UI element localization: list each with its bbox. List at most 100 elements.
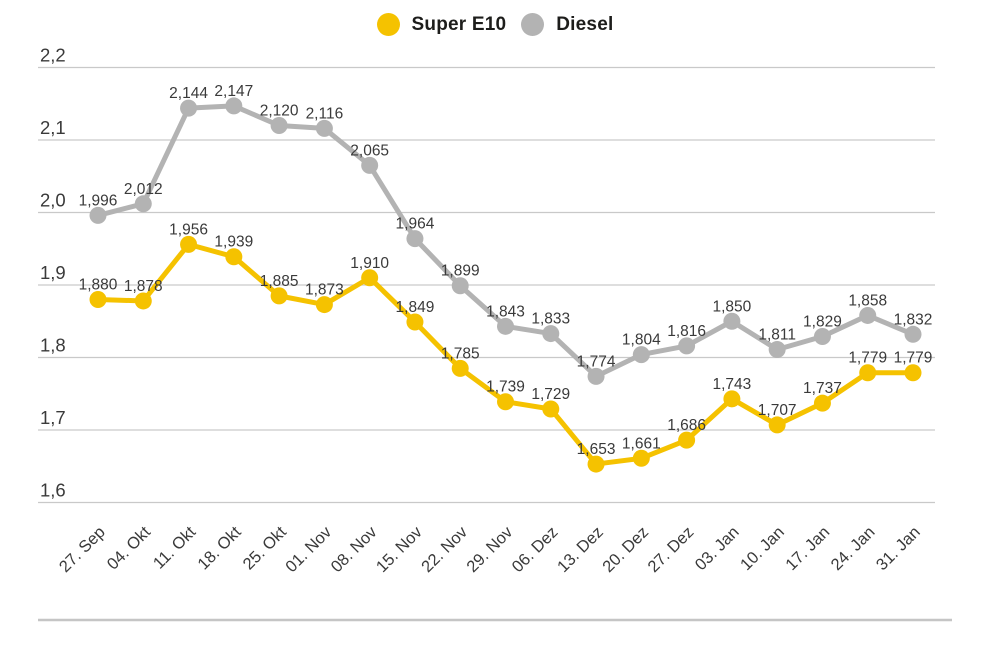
super-e10-data-label: 1,885 <box>260 273 299 290</box>
diesel-data-point[interactable] <box>451 277 469 295</box>
super-e10-data-point[interactable] <box>587 455 605 473</box>
super-e10-data-point[interactable] <box>542 400 560 418</box>
super-e10-data-label: 1,707 <box>758 402 797 419</box>
y-axis-tick-label: 1,9 <box>40 262 66 283</box>
x-axis-tick-label: 31. Jan <box>873 523 924 574</box>
diesel-data-point[interactable] <box>587 367 605 385</box>
diesel-data-label: 1,899 <box>441 263 480 280</box>
super-e10-data-point[interactable] <box>859 364 877 382</box>
super-e10-data-point[interactable] <box>723 390 741 408</box>
diesel-data-point[interactable] <box>497 317 514 335</box>
legend-item-super-e10[interactable]: Super E10 <box>376 13 507 36</box>
super-e10-data-point[interactable] <box>315 296 333 314</box>
diesel-data-point[interactable] <box>89 206 107 224</box>
diesel-data-point[interactable] <box>270 117 288 134</box>
diesel-data-label: 2,012 <box>124 181 163 198</box>
super-e10-data-label: 1,910 <box>350 255 389 272</box>
super-e10-data-point[interactable] <box>134 292 152 310</box>
diesel-data-point[interactable] <box>859 306 877 324</box>
x-axis-tick-label: 29. Nov <box>463 523 516 576</box>
super-e10-data-label: 1,779 <box>894 350 933 367</box>
diesel-data-label: 1,996 <box>79 192 118 209</box>
super-e10-data-point[interactable] <box>632 449 650 467</box>
super-e10-data-point[interactable] <box>768 416 786 434</box>
diesel-data-point[interactable] <box>813 327 831 345</box>
x-axis-tick-label: 27. Dez <box>644 523 697 576</box>
diesel-data-label: 1,804 <box>622 332 661 349</box>
y-axis-tick-label: 1,6 <box>40 480 66 501</box>
x-axis-tick-label: 15. Nov <box>373 523 426 576</box>
super-e10-data-label: 1,661 <box>622 435 661 452</box>
diesel-data-label: 1,816 <box>667 323 706 340</box>
diesel-data-label: 1,811 <box>758 327 796 344</box>
diesel-data-point[interactable] <box>134 195 152 213</box>
diesel-data-label: 1,832 <box>894 311 933 328</box>
diesel-data-label: 1,850 <box>712 298 751 315</box>
x-axis-tick-label: 25. Okt <box>240 523 291 574</box>
super-e10-data-point[interactable] <box>89 291 107 308</box>
diesel-data-point[interactable] <box>315 119 333 137</box>
x-axis-tick-label: 18. Okt <box>194 523 245 574</box>
x-axis-tick-label: 20. Dez <box>599 523 652 576</box>
x-axis-tick-label: 06. Dez <box>509 523 562 576</box>
super-e10-data-point[interactable] <box>451 359 469 377</box>
x-axis-tick-label: 04. Okt <box>104 523 155 574</box>
diesel-data-point[interactable] <box>768 341 786 359</box>
super-e10-data-label: 1,956 <box>169 221 208 238</box>
diesel-data-point[interactable] <box>904 325 922 343</box>
diesel-data-point[interactable] <box>632 346 650 364</box>
super-e10-data-point[interactable] <box>361 269 379 287</box>
x-axis-tick-label: 11. Okt <box>150 523 200 573</box>
legend-label-diesel: Diesel <box>556 13 614 35</box>
diesel-data-label: 1,858 <box>848 292 887 309</box>
super-e10-data-label: 1,743 <box>712 376 751 393</box>
x-axis-tick-label: 03. Jan <box>692 523 743 574</box>
diesel-data-label: 1,833 <box>531 311 570 328</box>
super-e10-data-point[interactable] <box>813 394 831 412</box>
x-axis-tick-label: 27. Sep <box>56 523 109 576</box>
super-e10-data-point[interactable] <box>225 248 243 266</box>
chart-legend: Super E10 Diesel <box>0 13 990 36</box>
legend-label-super-e10: Super E10 <box>411 13 507 35</box>
super-e10-data-label: 1,880 <box>79 277 118 294</box>
super-e10-data-point[interactable] <box>497 393 514 411</box>
super-e10-data-label: 1,873 <box>305 282 344 299</box>
super-e10-data-label: 1,729 <box>531 386 570 403</box>
diesel-data-point[interactable] <box>180 99 198 117</box>
diesel-data-label: 2,065 <box>350 142 389 159</box>
diesel-data-label: 1,829 <box>803 313 842 330</box>
super-e10-data-label: 1,878 <box>124 278 163 295</box>
x-axis-tick-label: 01. Nov <box>282 523 335 576</box>
super-e10-data-label: 1,939 <box>214 234 253 251</box>
diesel-data-point[interactable] <box>678 337 696 355</box>
x-axis-tick-label: 08. Nov <box>328 523 381 576</box>
x-axis-tick-label: 22. Nov <box>418 523 471 576</box>
super-e10-data-label: 1,686 <box>667 417 706 434</box>
super-e10-data-point[interactable] <box>180 235 198 253</box>
y-axis-tick-label: 2,2 <box>40 45 66 66</box>
super-e10-data-point[interactable] <box>904 364 922 382</box>
diesel-data-point[interactable] <box>406 230 424 248</box>
diesel-data-label: 1,843 <box>486 303 525 320</box>
x-axis-tick-label: 24. Jan <box>828 523 879 574</box>
super-e10-data-point[interactable] <box>270 287 288 305</box>
diesel-data-label: 2,116 <box>306 105 344 122</box>
legend-item-diesel[interactable]: Diesel <box>521 13 613 36</box>
super-e10-data-label: 1,653 <box>577 441 616 458</box>
y-axis-tick-label: 2,1 <box>40 117 66 138</box>
super-e10-data-label: 1,739 <box>486 379 525 396</box>
diesel-data-point[interactable] <box>542 325 560 343</box>
super-e10-data-point[interactable] <box>678 431 696 449</box>
diesel-data-label: 1,964 <box>396 216 435 233</box>
super-e10-data-point[interactable] <box>406 313 424 331</box>
diesel-data-point[interactable] <box>361 156 379 174</box>
super-e10-data-label: 1,779 <box>848 350 887 367</box>
y-axis-tick-label: 1,7 <box>40 407 66 428</box>
diesel-data-label: 2,120 <box>260 103 299 120</box>
diesel-data-label: 2,144 <box>169 85 208 102</box>
diesel-data-point[interactable] <box>723 312 741 330</box>
super-e10-legend-dot-icon <box>376 13 400 36</box>
diesel-data-point[interactable] <box>225 97 243 115</box>
x-axis-tick-label: 13. Dez <box>554 523 607 576</box>
